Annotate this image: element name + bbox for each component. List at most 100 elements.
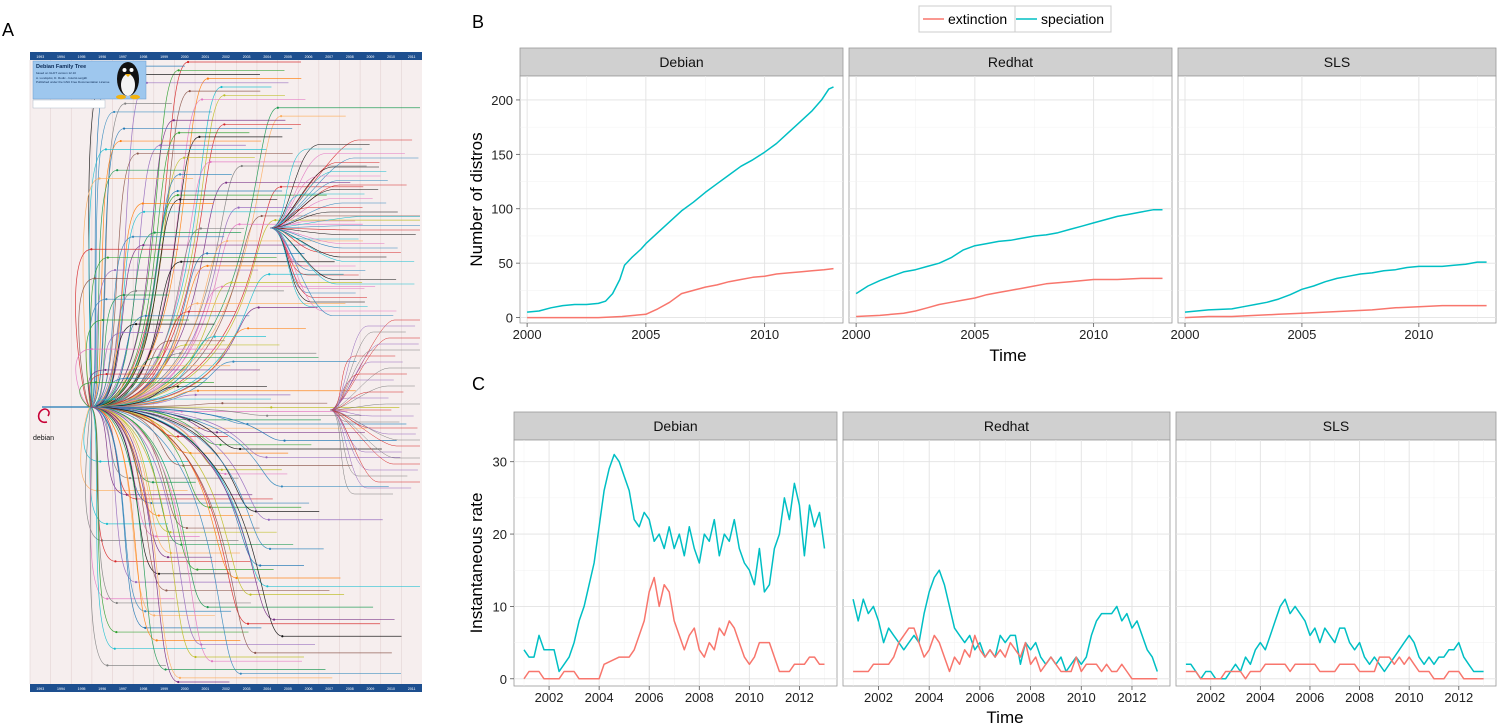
tree-year-label-bottom: 1994 (57, 687, 65, 691)
tree-node (159, 144, 162, 147)
series-line-extinction-redhat (856, 277, 1163, 318)
tree-node (153, 614, 156, 617)
tree-sub-branch (329, 355, 396, 411)
tree-node (249, 593, 252, 596)
tree-node (206, 606, 209, 609)
tree-year-label-top: 1998 (140, 55, 148, 59)
legend-label-speciation: speciation (1041, 11, 1104, 27)
tree-node (142, 243, 145, 247)
tree-node (176, 194, 179, 197)
tree-node (220, 285, 224, 288)
facet-strip-label: SLS (1324, 54, 1350, 70)
tree-node (177, 680, 180, 684)
tree-subtitle-3: Published under the GNU Free Documentati… (36, 80, 110, 84)
tree-sub-branch (329, 409, 414, 417)
tree-node (198, 135, 201, 138)
tree-node (268, 547, 272, 550)
tree-node (184, 343, 187, 347)
tree-node (115, 630, 118, 634)
tree-year-label-bottom: 1999 (160, 687, 168, 691)
tree-node (180, 260, 183, 263)
tree-node (257, 306, 260, 309)
tree-node (169, 531, 172, 534)
tree-node (259, 564, 262, 567)
tree-year-label-bottom: 2009 (367, 687, 375, 691)
tree-node (105, 298, 108, 301)
tree-node (230, 281, 233, 284)
tree-node (115, 601, 118, 605)
series-line-speciation-sls (1184, 261, 1487, 313)
tree-node (237, 206, 240, 209)
x-tick-label: 2008 (1016, 690, 1045, 705)
tree-node (186, 60, 190, 64)
tree-sub-branch (269, 193, 365, 229)
tree-node (210, 660, 214, 663)
facet-strip (513, 411, 838, 441)
tree-subtitle-1: based on GLDT version 12.10 (36, 71, 76, 75)
tree-branch (89, 203, 214, 408)
x-tick-label: 2002 (535, 690, 564, 705)
tree-year-label-top: 2003 (243, 55, 251, 59)
x-tick-label: 2008 (685, 690, 714, 705)
tree-node (134, 323, 138, 326)
tree-branch (89, 132, 250, 408)
tree-background (30, 52, 422, 692)
series-line-extinction-sls (1184, 304, 1487, 319)
tree-node (142, 364, 145, 367)
tree-year-label-top: 1994 (57, 55, 65, 59)
tree-branch (83, 406, 189, 462)
y-tick-label: 20 (493, 527, 507, 542)
tree-branch (89, 327, 306, 408)
tree-year-label-top: 2004 (263, 55, 271, 59)
tree-sub-branch (269, 189, 379, 229)
tree-node (105, 522, 109, 525)
tree-node (200, 98, 204, 101)
tree-node (126, 377, 129, 380)
tree-node (272, 618, 276, 621)
tree-node (209, 160, 212, 163)
tree-branch (89, 111, 212, 408)
tree-year-label-bottom: 1998 (140, 687, 148, 691)
x-tick-label: 2010 (1404, 327, 1433, 342)
tree-year-label-bottom: 2010 (387, 687, 395, 691)
tree-node (268, 273, 271, 276)
tree-node (270, 406, 273, 409)
tree-node (265, 456, 268, 459)
x-tick-label: 2004 (915, 690, 944, 705)
series-line-speciation-sls (1185, 598, 1484, 680)
tree-year-label-top: 2009 (367, 55, 375, 59)
tree-year-label-top: 2001 (201, 55, 209, 59)
tree-branch (89, 406, 326, 670)
chart-b: Debian 2000 2005 2010 0 50 100 150 200 Redhat 2000… (467, 47, 1497, 365)
tree-node (104, 368, 107, 372)
x-tick-label: 2005 (960, 327, 989, 342)
tree-node (199, 227, 203, 230)
tree-year-label-bottom: 2000 (181, 687, 189, 691)
tree-node (179, 198, 182, 201)
facet-strip (842, 411, 1171, 441)
tree-node (194, 655, 197, 659)
tree-node (178, 676, 182, 679)
tree-node (266, 414, 269, 417)
y-tick-label: 200 (491, 93, 513, 108)
y-axis-title: Instantaneous rate (467, 493, 486, 634)
tree-node (153, 231, 156, 234)
tree-year-label-top: 2008 (346, 55, 354, 59)
tree-branch (89, 361, 357, 408)
tree-year-label-bottom: 1997 (119, 687, 127, 691)
tree-node (134, 581, 138, 584)
tree-node (266, 585, 269, 588)
tree-node (122, 293, 125, 297)
tree-node (164, 668, 167, 671)
tree-node (178, 131, 181, 134)
tree-branch (89, 406, 304, 658)
tree-branch (89, 286, 376, 408)
panel-label-b: B (472, 12, 484, 32)
debian-family-tree: 1993 1994 1995 1996 1997 1998 1999 2000 2001 2002… (29, 52, 422, 692)
tree-branch (89, 386, 267, 408)
x-tick-label: 2010 (1395, 690, 1424, 705)
tree-year-label-bottom: 2006 (305, 687, 313, 691)
tree-branch (89, 290, 284, 408)
tree-node (213, 335, 216, 338)
tree-node (119, 139, 122, 143)
